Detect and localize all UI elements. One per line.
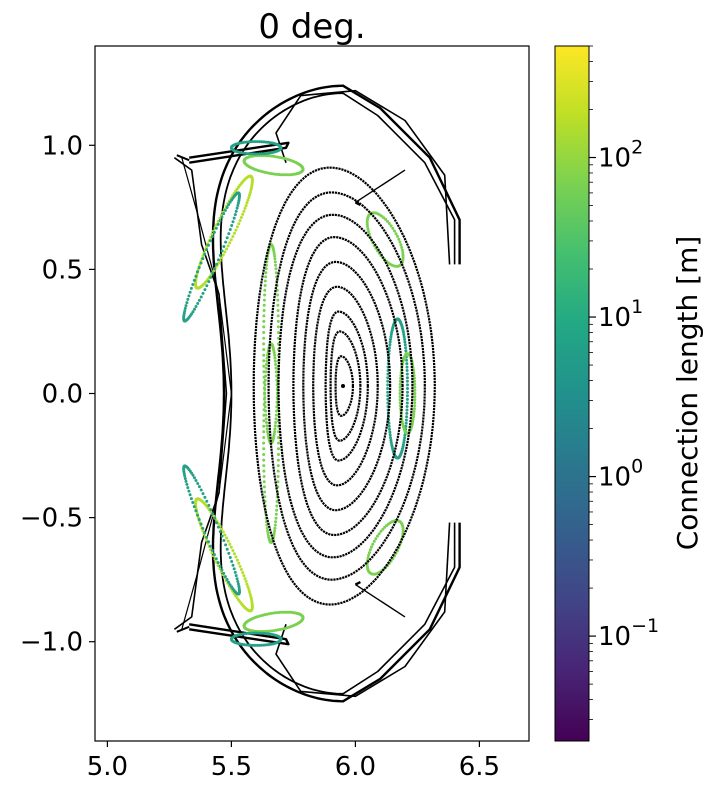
vessel-right-lower-inner	[342, 522, 456, 695]
island-top-teal	[229, 140, 283, 156]
x-tick-label: 5.5	[211, 752, 252, 782]
island-chains	[182, 140, 417, 647]
vessel-right-lower	[342, 522, 461, 703]
vessel-right-upper	[342, 84, 461, 265]
divertor-lower	[189, 623, 290, 646]
colorbar	[554, 45, 590, 742]
island-lower-left	[194, 497, 254, 613]
vessel-wall	[173, 84, 461, 703]
divertor-upper-edge	[176, 154, 190, 162]
y-tick-label: −1.0	[20, 628, 83, 658]
plot-area	[173, 84, 461, 703]
island-top-right	[242, 154, 305, 177]
cb-tick-label: 101	[598, 296, 643, 333]
flux-surface	[329, 330, 362, 442]
flux-surface	[312, 285, 379, 487]
y-tick-label: 0.0	[42, 380, 83, 410]
first-wall-outer-bottom	[275, 522, 451, 698]
cb-tick-label: 10−1	[598, 615, 659, 652]
island-bottom-right	[242, 610, 305, 633]
vessel-right-upper-inner	[342, 92, 456, 265]
y-tick-label: 1.0	[42, 131, 83, 161]
flux-surface	[267, 191, 426, 581]
cb-tick-label: 102	[598, 137, 643, 174]
cb-tick-label: 100	[598, 456, 643, 493]
flux-surface	[252, 166, 436, 606]
y-tick-label: −0.5	[20, 504, 83, 534]
flux-surface	[302, 260, 392, 512]
first-wall-outer-top	[275, 89, 451, 265]
inner-limiter	[181, 157, 232, 630]
flux-surface	[292, 235, 404, 537]
axes-frame	[94, 45, 530, 742]
divertor-lower-edge	[176, 625, 190, 633]
x-tick-label: 6.5	[459, 752, 500, 782]
x-tick-label: 6.0	[335, 752, 376, 782]
x-axis: 5.0 5.5 6.0 6.5	[87, 741, 500, 782]
island-lower-left-teal	[182, 464, 241, 596]
vessel-left-outer	[211, 84, 344, 703]
vessel-left-inner	[219, 92, 344, 695]
x-tick-label: 5.0	[87, 752, 128, 782]
island-bottom-teal	[229, 631, 283, 647]
colorbar-label: Connection length [m]	[671, 236, 704, 551]
baffle-lower	[355, 584, 406, 618]
divertor-upper	[189, 141, 290, 164]
baffle-lower-tip	[354, 581, 361, 586]
flux-surfaces	[252, 166, 436, 606]
baffle-upper	[355, 169, 406, 203]
flux-surface	[324, 310, 369, 462]
magnetic-axis	[341, 384, 345, 389]
chart-title: 0 deg.	[258, 7, 365, 47]
colorbar-ticks: 10−1 100 101 102	[589, 45, 659, 720]
island-upper-left-teal	[182, 191, 241, 323]
y-axis: 1.0 0.5 0.0 −0.5 −1.0	[20, 131, 95, 658]
first-wall-inner	[173, 157, 228, 630]
y-tick-label: 0.5	[42, 255, 83, 285]
flux-surface	[277, 213, 414, 559]
flux-surface	[334, 355, 354, 417]
